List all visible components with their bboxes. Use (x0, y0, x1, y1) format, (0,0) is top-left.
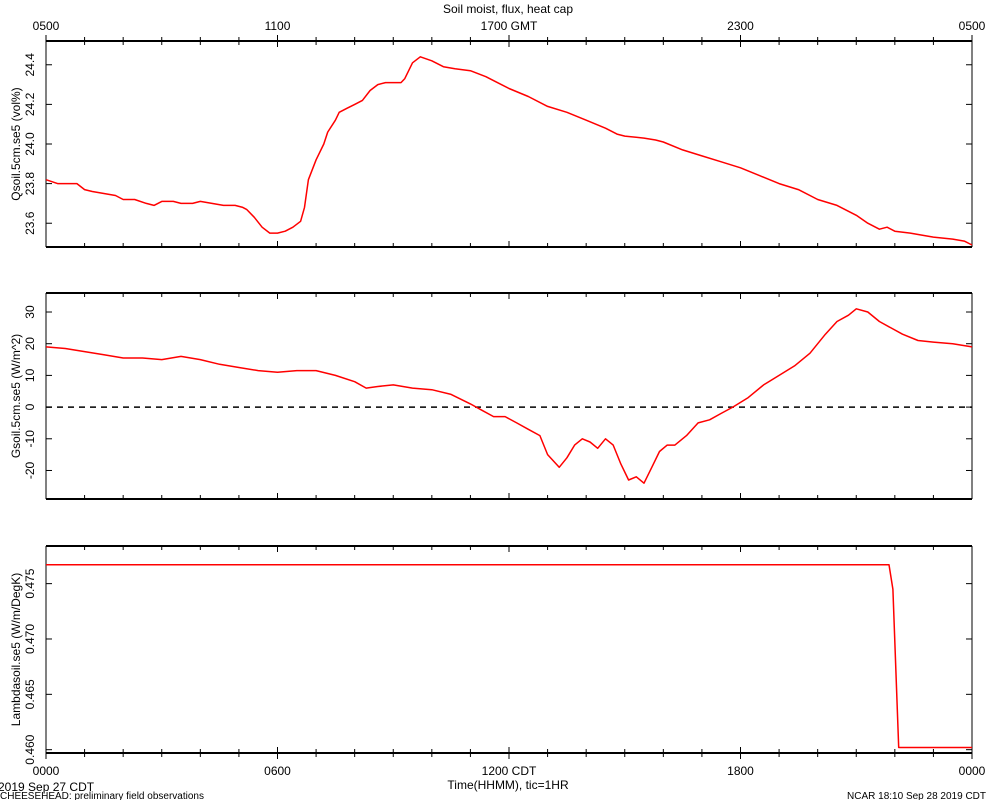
x-tick-label-bottom: 1800 (727, 764, 754, 778)
y-tick-label: 0.460 (23, 734, 37, 764)
y-tick-label: 0 (23, 403, 37, 410)
series-line (45, 56, 973, 246)
footer-date: 2019 Sep 27 CDT (0, 780, 95, 794)
y-tick-label: 24.4 (23, 53, 37, 77)
series-line (45, 308, 973, 484)
y-tick-label: -10 (23, 430, 37, 448)
x-axis-label: Time(HHMM), tic=1HR (447, 778, 569, 792)
y-tick-label: 23.6 (23, 211, 37, 235)
y-tick-label: 24.2 (23, 92, 37, 116)
chart-title: Soil moist, flux, heat cap (443, 2, 573, 16)
footer-project: CHEESEHEAD: preliminary field observatio… (0, 791, 204, 800)
y-tick-label: 0.470 (23, 624, 37, 654)
x-tick-label-bottom: 1200 CDT (482, 764, 537, 778)
y-tick-label: -20 (23, 461, 37, 479)
y-axis-label: Gsoil.5cm.se5 (W/m^2) (9, 334, 23, 458)
x-tick-label-bottom: 0000 (959, 764, 986, 778)
x-tick-label-top: 0500 (33, 19, 60, 33)
y-axis-label: Lambdasoil.se5 (W/m/DegK) (9, 573, 23, 726)
y-tick-label: 23.8 (23, 172, 37, 196)
footer-stamp: NCAR 18:10 Sep 28 2019 CDT (847, 791, 986, 800)
y-tick-label: 24.0 (23, 132, 37, 156)
x-tick-label-bottom: 0600 (264, 764, 291, 778)
y-tick-label: 20 (23, 337, 37, 351)
panel-2: -20 -10 0 10 20 30 Gsoil.5cm.se5 (W/m^2) (9, 292, 973, 500)
x-tick-label-bottom: 0000 (33, 764, 60, 778)
series-line (46, 564, 972, 749)
y-tick-label: 0.465 (23, 679, 37, 709)
y-tick-label: 0.475 (23, 568, 37, 598)
x-tick-label-top: 1700 GMT (481, 19, 538, 33)
x-tick-label-top: 0500 (959, 19, 986, 33)
y-tick-label: 10 (23, 368, 37, 382)
x-tick-label-top: 2300 (727, 19, 754, 33)
y-tick-label: 30 (23, 305, 37, 319)
x-tick-label-top: 1100 (265, 19, 291, 33)
y-axis-label: Qsoil.5cm.se5 (vol%) (9, 87, 23, 200)
